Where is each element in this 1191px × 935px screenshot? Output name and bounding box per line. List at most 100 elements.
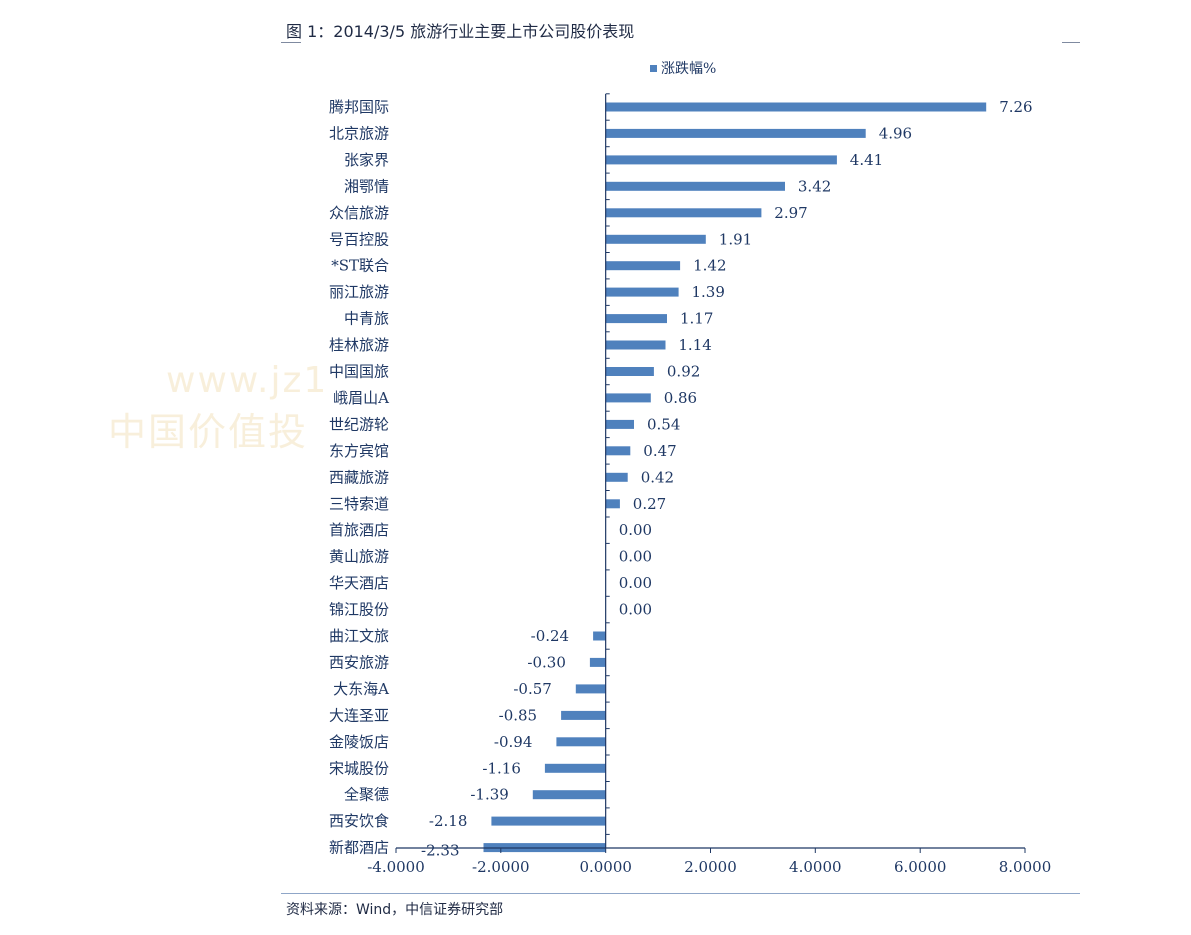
bar <box>491 816 606 826</box>
data-label: -0.94 <box>494 733 532 751</box>
data-label: 1.17 <box>680 310 713 328</box>
x-tick-label: 4.0000 <box>789 858 842 876</box>
category-label: 中国国旅 <box>329 363 389 381</box>
category-label: 众信旅游 <box>329 204 389 222</box>
axes-group <box>395 93 1026 853</box>
bar <box>532 790 606 800</box>
category-label: 西藏旅游 <box>329 468 389 486</box>
bar <box>605 234 706 244</box>
bar <box>605 419 634 429</box>
legend-label: 涨跌幅% <box>661 61 716 77</box>
data-label: 0.47 <box>643 442 676 460</box>
bar <box>605 155 837 165</box>
x-tick-labels-group: -4.0000 -2.0000 0.0000 2.0000 4.0000 6.0000 8.… <box>367 858 1051 876</box>
legend-swatch <box>650 65 657 72</box>
x-tick-label: -4.0000 <box>367 858 425 876</box>
data-label: 1.14 <box>678 336 711 354</box>
bar <box>605 499 620 509</box>
x-tick-label: -2.0000 <box>472 858 530 876</box>
data-label: -2.18 <box>429 812 467 830</box>
bar <box>605 367 654 376</box>
category-label: 宋城股份 <box>329 759 389 777</box>
bar <box>561 710 606 720</box>
category-label: 丽江旅游 <box>329 283 389 301</box>
bar <box>605 181 785 191</box>
category-label: 张家界 <box>344 151 389 169</box>
data-label: 1.42 <box>693 257 726 275</box>
x-tick-label: 8.0000 <box>999 858 1052 876</box>
legend: 涨跌幅% <box>650 61 716 77</box>
category-label: 桂林旅游 <box>329 336 389 354</box>
data-label: -0.24 <box>531 627 569 645</box>
category-label: 华天酒店 <box>329 574 389 592</box>
category-label: 腾邦国际 <box>329 98 389 116</box>
category-label: 世纪游轮 <box>329 415 389 433</box>
category-label: 西安饮食 <box>329 812 389 830</box>
category-label: 大东海A <box>333 680 389 698</box>
category-label: 三特索道 <box>329 495 389 513</box>
x-tick-label: 6.0000 <box>894 858 947 876</box>
bar <box>605 314 667 324</box>
data-label: 0.42 <box>641 468 674 486</box>
data-label: 4.41 <box>850 151 883 169</box>
bar <box>593 631 606 641</box>
data-label: 0.92 <box>667 363 700 381</box>
bar <box>605 287 679 297</box>
data-label: 0.00 <box>619 548 652 566</box>
data-label: 4.96 <box>879 124 912 142</box>
bar <box>575 684 606 694</box>
title-rule-left <box>281 42 301 43</box>
data-label: 2.97 <box>774 204 807 222</box>
category-label: 首旅酒店 <box>329 521 389 539</box>
data-label: 0.00 <box>619 574 652 592</box>
data-label: -2.33 <box>421 842 459 860</box>
bar <box>589 657 606 667</box>
data-label: 0.00 <box>619 521 652 539</box>
category-label: *ST联合 <box>331 257 389 275</box>
category-label: 北京旅游 <box>329 124 389 142</box>
category-label: 曲江文旅 <box>329 627 389 645</box>
data-label: 0.27 <box>633 495 666 513</box>
bar <box>605 208 762 218</box>
footer-rule <box>281 893 1080 894</box>
data-label: 7.26 <box>999 98 1032 116</box>
bar <box>605 472 628 482</box>
data-label: 3.42 <box>798 177 831 195</box>
x-tick-label: 2.0000 <box>684 858 737 876</box>
bars-group <box>483 102 987 853</box>
figure-title: 图 1：2014/3/5 旅游行业主要上市公司股价表现 <box>286 22 635 41</box>
bar <box>605 261 681 271</box>
category-label: 黄山旅游 <box>329 548 389 566</box>
bar <box>605 393 651 403</box>
title-rule-right <box>1062 42 1080 43</box>
data-label: -0.85 <box>499 706 537 724</box>
category-label: 号百控股 <box>329 230 389 248</box>
category-label: 锦江股份 <box>329 601 389 619</box>
data-label: 0.00 <box>619 601 652 619</box>
data-label: -1.39 <box>470 786 508 804</box>
data-label: 0.86 <box>664 389 697 407</box>
data-label: 1.39 <box>692 283 725 301</box>
bar <box>605 340 666 350</box>
category-label: 新都酒店 <box>329 839 389 857</box>
category-label: 中青旅 <box>344 310 389 328</box>
data-label: -0.30 <box>527 653 565 671</box>
category-label: 大连圣亚 <box>329 706 389 724</box>
category-label: 全聚德 <box>344 786 389 804</box>
x-tick-label: 0.0000 <box>579 858 632 876</box>
bar <box>605 102 987 112</box>
bar <box>605 128 866 138</box>
data-label: 0.54 <box>647 415 680 433</box>
value-labels-group: 7.26 4.96 4.41 3.42 2.97 1.91 1.42 1.39 1.17 1.14… <box>421 98 1033 860</box>
category-label: 峨眉山A <box>333 389 389 407</box>
category-label: 东方宾馆 <box>329 442 389 460</box>
bar <box>556 737 606 747</box>
category-label: 金陵饭店 <box>329 733 389 751</box>
source-note: 资料来源：Wind，中信证券研究部 <box>286 902 504 918</box>
bar <box>605 446 631 456</box>
data-label: 1.91 <box>719 230 752 248</box>
category-label: 西安旅游 <box>329 653 389 671</box>
data-label: -1.16 <box>482 759 520 777</box>
